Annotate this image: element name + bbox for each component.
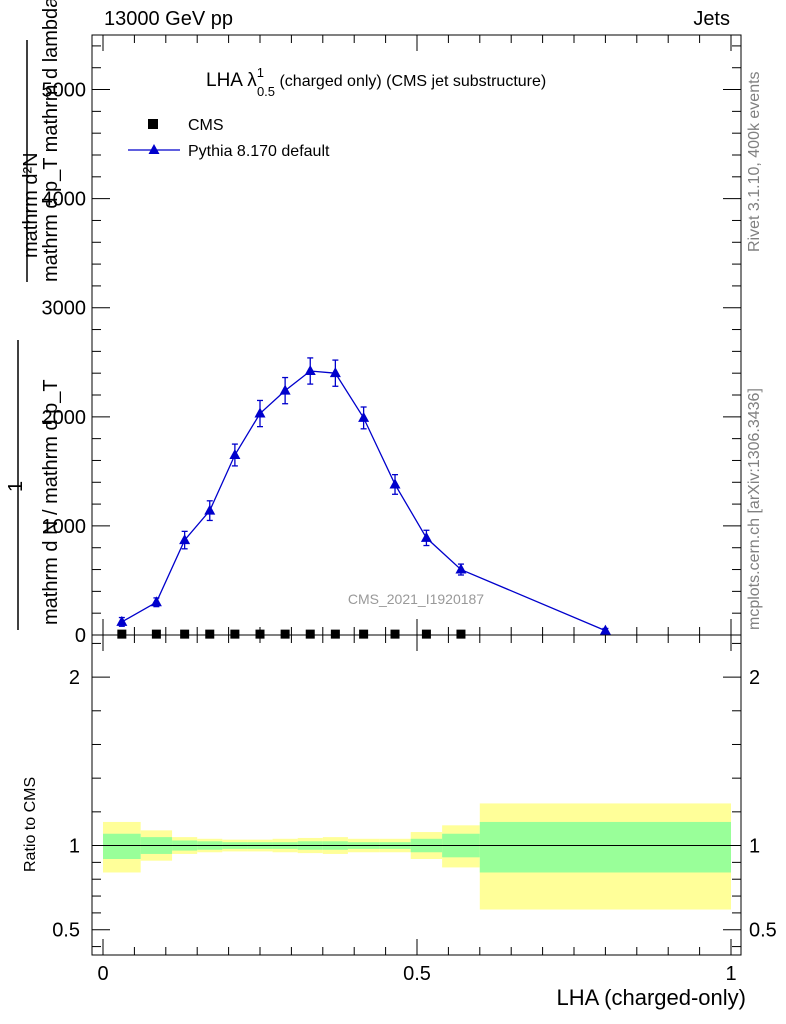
y-tick-label-main-4: 4000 — [42, 189, 87, 211]
mcplots-info: mcplots.cern.ch [arXiv:1306.3436] — [746, 388, 763, 630]
mc-point-0 — [116, 615, 128, 626]
mc-point-3 — [204, 504, 216, 515]
chart-title: LHA λ1 0.5 (charged only) (CMS jet substr… — [206, 65, 546, 99]
y-tick-label-main-5: 5000 — [42, 80, 87, 102]
legend-marker-cms — [148, 119, 158, 129]
mc-point-13 — [599, 624, 611, 635]
data-point-8 — [330, 629, 340, 639]
y-tick-label-ratio-r-1: 1 — [749, 836, 760, 858]
legend-marker-mc — [148, 144, 160, 154]
y-tick-label-main-2: 2000 — [42, 407, 87, 429]
ratio-band-inner-0 — [103, 833, 141, 859]
mc-point-6 — [279, 384, 291, 395]
legend-label-cms: CMS — [188, 117, 224, 134]
data-point-0 — [117, 629, 127, 639]
y-tick-label-main-1: 1000 — [42, 516, 87, 538]
x-tick-label-1: 0.5 — [403, 963, 431, 985]
data-point-7 — [305, 629, 315, 639]
data-point-1 — [151, 629, 161, 639]
mc-point-8 — [329, 367, 341, 378]
y-label-denominator: mathrm d p_T mathrm d lambda — [40, 0, 62, 282]
mc-point-11 — [420, 531, 432, 542]
data-point-2 — [180, 629, 190, 639]
y-tick-label-ratio-r-0: 0.5 — [749, 920, 777, 942]
data-point-4 — [230, 629, 240, 639]
data-point-10 — [390, 629, 400, 639]
x-axis-label: LHA (charged-only) — [556, 985, 746, 1010]
mc-point-2 — [179, 534, 191, 545]
y-tick-label-main-3: 3000 — [42, 298, 87, 320]
data-point-11 — [421, 629, 431, 639]
mc-point-5 — [254, 407, 266, 418]
category-label: Jets — [693, 8, 730, 30]
data-point-5 — [255, 629, 265, 639]
analysis-watermark: CMS_2021_I1920187 — [348, 591, 484, 607]
y-label-prefactor-bottom: mathrm d N / mathrm d p_T — [40, 379, 62, 625]
rivet-info: Rivet 3.1.10, 400k events — [746, 71, 763, 252]
y-tick-label-ratio-l-2: 2 — [69, 667, 80, 689]
mc-point-9 — [358, 411, 370, 422]
y-tick-label-ratio-l-0: 0.5 — [52, 920, 80, 942]
y-tick-label-ratio-r-2: 2 — [749, 667, 760, 689]
y-label-prefactor-top: 1 — [5, 480, 27, 492]
y-tick-label-ratio-l-1: 1 — [69, 836, 80, 858]
data-point-6 — [280, 629, 290, 639]
legend-label-mc: Pythia 8.170 default — [188, 143, 330, 160]
mc-point-12 — [455, 563, 467, 574]
mc-point-10 — [389, 478, 401, 489]
energy-label: 13000 GeV pp — [104, 8, 233, 30]
data-point-9 — [359, 629, 369, 639]
ratio-band-inner-13 — [479, 821, 731, 873]
ratio-y-axis-label: Ratio to CMS — [22, 776, 39, 872]
mc-point-7 — [304, 365, 316, 375]
data-point-12 — [456, 629, 466, 639]
x-tick-label-2: 1 — [725, 963, 736, 985]
y-tick-label-main-0: 0 — [75, 625, 86, 647]
mc-point-4 — [229, 449, 241, 459]
x-tick-label-0: 0 — [97, 963, 108, 985]
mc-line — [121, 370, 606, 632]
mc-point-1 — [150, 596, 162, 607]
data-point-3 — [205, 629, 215, 639]
